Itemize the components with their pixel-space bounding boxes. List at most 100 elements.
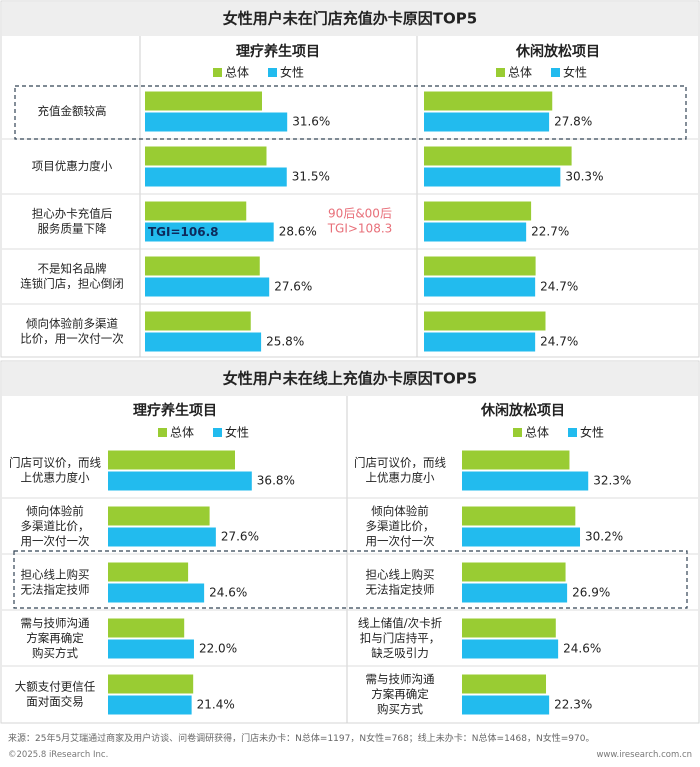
data-label: 24.7% bbox=[540, 335, 578, 349]
row-label: 用一次付一次 bbox=[21, 534, 90, 548]
row-label: 面对面交易 bbox=[26, 695, 84, 709]
legend-swatch-overall bbox=[213, 68, 222, 77]
bar-female bbox=[424, 277, 536, 297]
bar-overall bbox=[462, 674, 547, 694]
column-title: 休闲放松项目 bbox=[480, 402, 565, 419]
bar-female bbox=[145, 332, 262, 352]
bar-overall bbox=[108, 618, 185, 638]
data-label: 27.6% bbox=[274, 280, 312, 294]
row-label: 大额支付更信任 bbox=[15, 680, 96, 694]
row-label: 担心线上购买 bbox=[366, 568, 435, 582]
tgi-value: TGI=106.8 bbox=[148, 225, 219, 239]
data-label: 31.6% bbox=[292, 115, 330, 129]
data-label: 32.3% bbox=[593, 474, 631, 488]
data-label: 26.9% bbox=[572, 586, 610, 600]
row-label: 门店可议价，而线 bbox=[9, 456, 101, 470]
bar-overall bbox=[108, 562, 189, 582]
column-title: 休闲放松项目 bbox=[515, 43, 600, 60]
row-label: 无法指定技师 bbox=[21, 583, 90, 597]
copyright: ©2025.8 iResearch Inc. bbox=[8, 750, 109, 760]
data-label: 27.8% bbox=[554, 115, 592, 129]
legend-swatch-female bbox=[568, 428, 577, 437]
bar-overall bbox=[424, 146, 572, 166]
row-label: 扣与门店持平， bbox=[360, 631, 441, 645]
legend-label-female: 女性 bbox=[563, 65, 587, 80]
data-label: 24.6% bbox=[209, 586, 247, 600]
bar-overall bbox=[145, 201, 247, 221]
panel-frame bbox=[0, 360, 700, 724]
row-label: 不是知名品牌 bbox=[38, 262, 107, 276]
bar-overall bbox=[108, 674, 194, 694]
row-label: 需与技师沟通 bbox=[366, 672, 435, 686]
bar-female bbox=[108, 583, 205, 603]
legend-swatch-overall bbox=[496, 68, 505, 77]
data-label: 28.6% bbox=[279, 225, 317, 239]
bar-overall bbox=[462, 450, 570, 470]
panel-title: 女性用户未在线上充值办卡原因TOP5 bbox=[223, 370, 477, 388]
data-label: 31.5% bbox=[292, 170, 330, 184]
row-label: 方案再确定 bbox=[371, 687, 429, 701]
legend-label-overall: 总体 bbox=[525, 426, 549, 440]
row-label: 担心办卡充值后 bbox=[32, 207, 113, 221]
bar-overall bbox=[424, 311, 546, 331]
data-label: 22.3% bbox=[554, 698, 592, 712]
legend-swatch-female bbox=[268, 68, 277, 77]
data-label: 27.6% bbox=[221, 530, 259, 544]
bar-female bbox=[145, 112, 288, 132]
data-label: 36.8% bbox=[257, 474, 295, 488]
age-annotation: TGI>108.3 bbox=[327, 222, 393, 236]
bar-female bbox=[462, 695, 550, 715]
bar-female bbox=[424, 167, 561, 187]
legend-label-overall: 总体 bbox=[508, 66, 532, 80]
legend-label-female: 女性 bbox=[280, 65, 304, 80]
legend-swatch-female bbox=[551, 68, 560, 77]
legend-label-overall: 总体 bbox=[170, 426, 194, 440]
bar-female bbox=[424, 332, 536, 352]
row-label: 充值金额较高 bbox=[38, 104, 107, 118]
bar-overall bbox=[462, 562, 566, 582]
row-label: 需与技师沟通 bbox=[21, 616, 90, 630]
bar-female bbox=[424, 222, 527, 242]
legend-swatch-female bbox=[213, 428, 222, 437]
row-label: 连锁门店，担心倒闭 bbox=[20, 277, 124, 291]
highlight-box bbox=[14, 85, 687, 140]
row-label: 比价，用一次付一次 bbox=[20, 332, 124, 346]
row-label: 倾向体验前多渠道 bbox=[26, 317, 118, 331]
row-label: 方案再确定 bbox=[26, 631, 84, 645]
row-label: 多渠道比价， bbox=[21, 519, 90, 533]
row-label: 倾向体验前 bbox=[371, 504, 429, 518]
row-label: 担心线上购买 bbox=[21, 568, 90, 582]
bar-female bbox=[108, 639, 194, 659]
data-label: 30.3% bbox=[565, 170, 603, 184]
bar-overall bbox=[462, 506, 576, 526]
age-annotation: 90后&00后 bbox=[328, 207, 392, 221]
bar-overall bbox=[145, 256, 260, 276]
bar-female bbox=[108, 471, 252, 491]
legend-swatch-overall bbox=[158, 428, 167, 437]
bar-overall bbox=[424, 256, 536, 276]
legend-label-female: 女性 bbox=[225, 425, 249, 440]
row-label: 缺乏吸引力 bbox=[371, 646, 429, 660]
panel-frame bbox=[0, 0, 700, 358]
row-label: 购买方式 bbox=[32, 646, 78, 660]
data-label: 24.7% bbox=[540, 280, 578, 294]
bar-overall bbox=[108, 450, 235, 470]
column-title: 理疗养生项目 bbox=[133, 402, 217, 419]
bar-female bbox=[462, 583, 568, 603]
data-label: 22.0% bbox=[199, 642, 237, 656]
row-label: 上优惠力度小 bbox=[21, 471, 90, 485]
data-label: 25.8% bbox=[266, 335, 304, 349]
row-label: 用一次付一次 bbox=[366, 534, 435, 548]
row-label: 购买方式 bbox=[377, 702, 423, 716]
row-label: 项目优惠力度小 bbox=[32, 159, 113, 173]
source-note: 来源：25年5月艾瑞通过商家及用户访谈、问卷调研获得，门店未办卡：N总体=119… bbox=[8, 734, 595, 744]
bar-female bbox=[462, 527, 581, 547]
data-label: 21.4% bbox=[197, 698, 235, 712]
panel-header bbox=[2, 2, 698, 36]
bar-overall bbox=[145, 311, 251, 331]
bar-female bbox=[462, 471, 589, 491]
highlight-box bbox=[13, 550, 688, 609]
legend-label-overall: 总体 bbox=[225, 66, 249, 80]
data-label: 22.7% bbox=[531, 225, 569, 239]
